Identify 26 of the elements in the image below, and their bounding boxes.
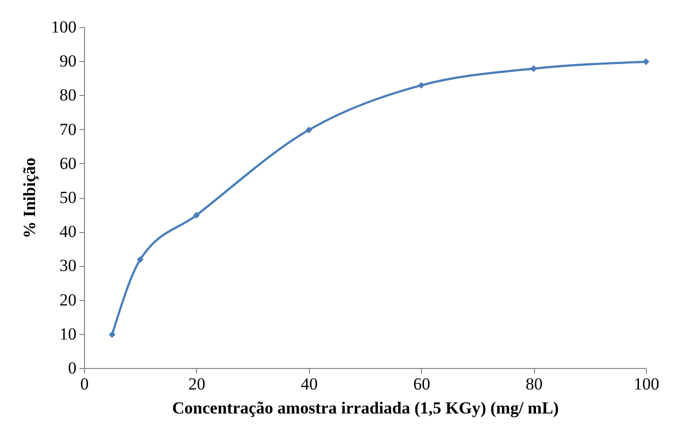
x-axis-title: Concentração amostra irradiada (1,5 KGy) (mg/ mL) (172, 398, 559, 418)
y-tick-label: 90 (60, 52, 76, 71)
x-tick-label: 0 (80, 374, 89, 394)
y-tick-label: 80 (60, 86, 76, 105)
point (108, 331, 116, 338)
y-tick-label: 40 (60, 222, 76, 242)
point (530, 65, 537, 72)
point (305, 126, 312, 134)
y-tick-label: 30 (60, 256, 76, 276)
x-tick-label: 40 (300, 374, 318, 394)
y-tick-label: 60 (60, 154, 76, 173)
point (418, 82, 425, 89)
y-tick-label: 50 (60, 188, 76, 207)
y-tick-label: 20 (60, 290, 76, 310)
point (136, 256, 144, 263)
y-tick-label: 10 (60, 324, 76, 344)
point (193, 212, 200, 219)
point (642, 58, 650, 66)
y-tick-label: 0 (68, 358, 76, 378)
y-axis-title: % Inibição (20, 158, 39, 238)
x-tick-label: 60 (413, 374, 430, 394)
y-tick-label: 100 (51, 18, 76, 36)
x-tick-label: 80 (526, 374, 543, 394)
y-tick-label: 70 (60, 120, 76, 139)
x-tick-label: 100 (634, 374, 660, 394)
x-tick-label: 20 (188, 374, 206, 394)
